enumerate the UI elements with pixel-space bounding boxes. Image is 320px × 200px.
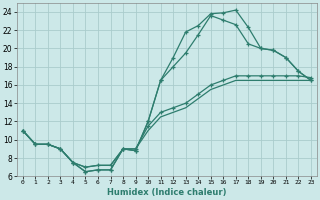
X-axis label: Humidex (Indice chaleur): Humidex (Indice chaleur): [107, 188, 227, 197]
